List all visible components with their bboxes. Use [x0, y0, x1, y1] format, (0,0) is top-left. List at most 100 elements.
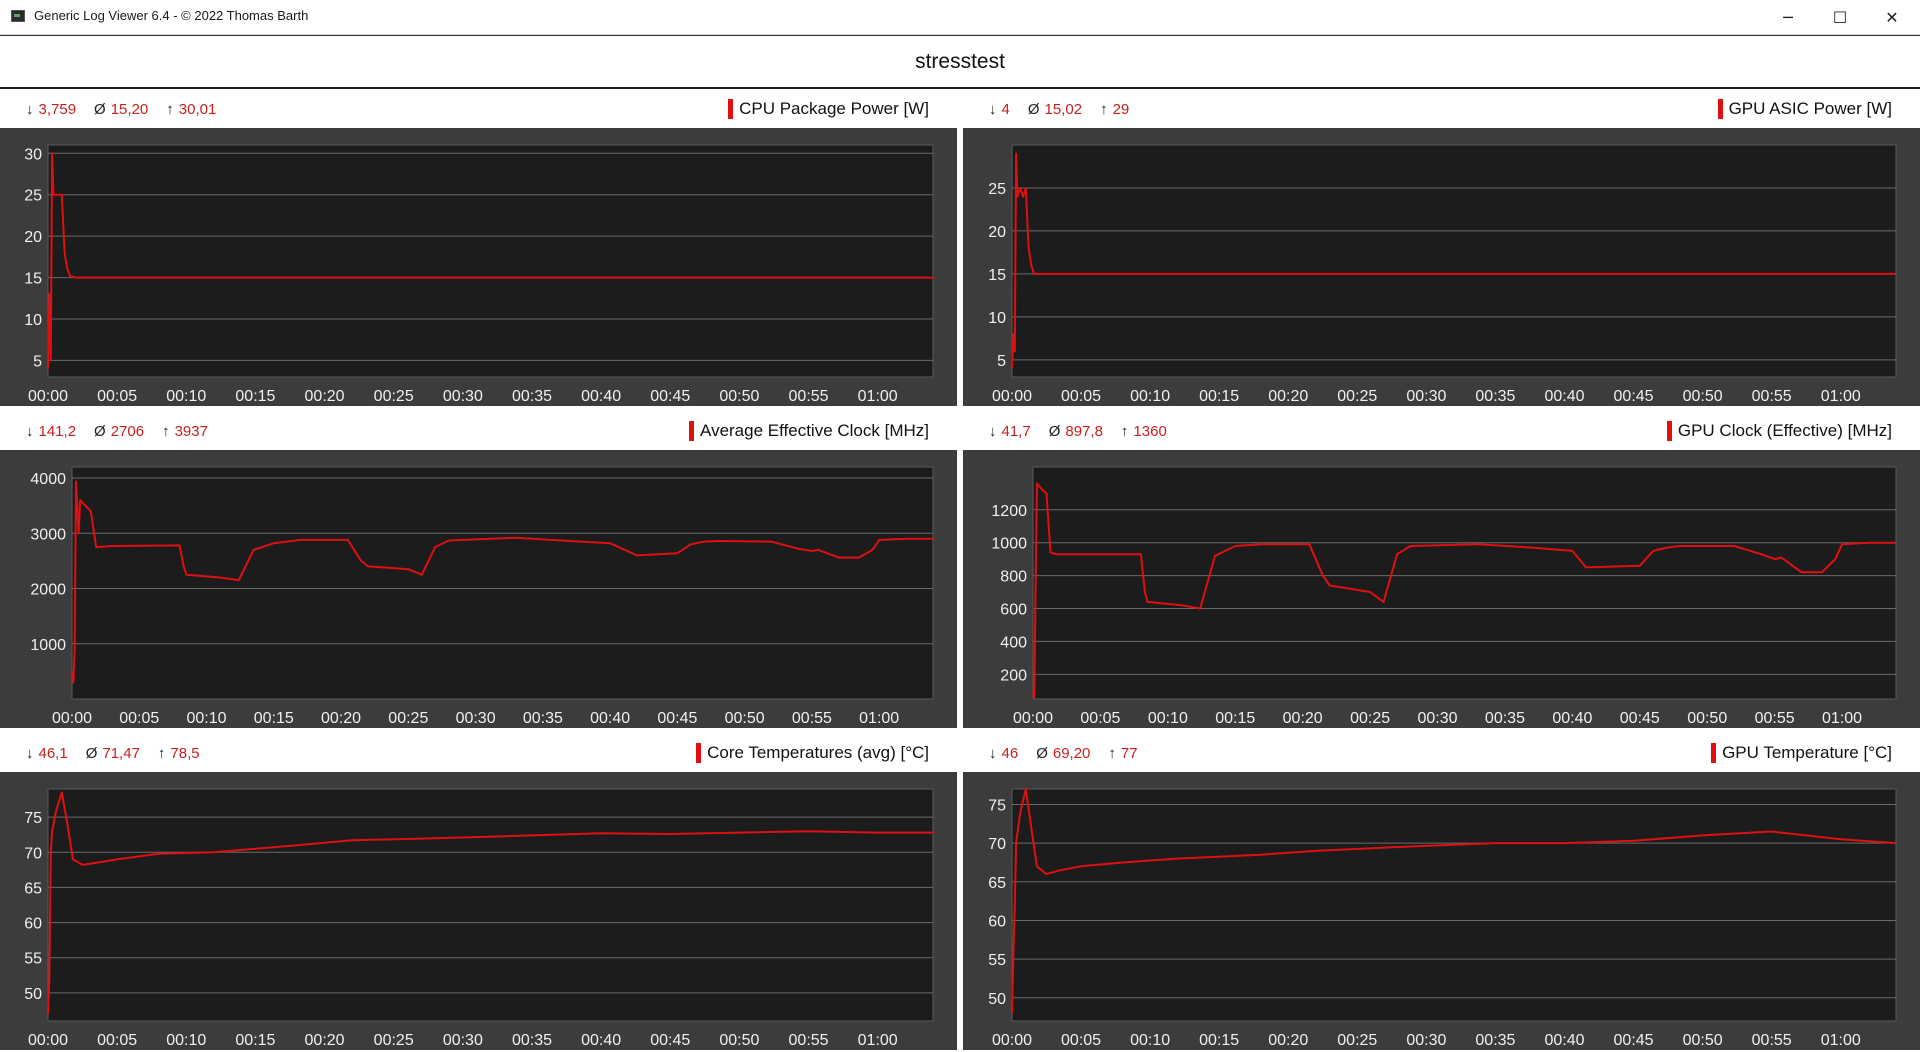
y-tick-label: 55: [988, 952, 1006, 969]
x-tick-label: 00:30: [1406, 1032, 1446, 1049]
stats-summary: ↓ 41,7 Ø 897,8 ↑ 1360: [989, 423, 1185, 440]
stats-summary: ↓ 46,1 Ø 71,47 ↑ 78,5: [26, 745, 218, 762]
avg-stat: Ø 15,20: [94, 101, 148, 118]
avg-stat-value: 2706: [110, 423, 145, 440]
plot-area: [47, 788, 934, 1022]
x-tick-label: 00:30: [443, 388, 483, 405]
x-tick-label: 00:25: [374, 388, 414, 405]
x-tick-label: 00:10: [1130, 388, 1170, 405]
x-tick-label: 00:25: [1337, 388, 1377, 405]
max-stat: ↑ 78,5: [158, 745, 200, 762]
x-tick-label: 00:00: [1013, 710, 1053, 727]
y-tick-label: 70: [24, 845, 42, 862]
x-tick-label: 00:20: [321, 710, 361, 727]
x-tick-label: 00:45: [1620, 710, 1660, 727]
y-tick-label: 5: [997, 353, 1006, 370]
y-tick-label: 65: [24, 880, 42, 897]
avg-stat: Ø 897,8: [1049, 423, 1103, 440]
plot-area: [1011, 788, 1897, 1022]
y-tick-label: 800: [1000, 569, 1027, 586]
y-tick-label: 1200: [991, 503, 1027, 520]
x-tick-label: 01:00: [1822, 710, 1862, 727]
chart-title: Core Temperatures (avg) [°C]: [696, 743, 929, 763]
min-stat: ↓ 4: [989, 101, 1010, 118]
max-stat-symbol: ↑: [166, 101, 174, 118]
y-tick-label: 1000: [30, 637, 66, 654]
x-tick-label: 00:25: [1350, 710, 1390, 727]
avg-stat-value: 15,20: [110, 101, 149, 118]
min-stat-value: 4: [1001, 101, 1010, 118]
line-chart: 5 10 15 20 25 30 00:00 00:05 00:10 00:15 00:20 00:2…: [24, 144, 934, 405]
x-tick-label: 00:50: [719, 388, 759, 405]
close-button[interactable]: ✕: [1885, 7, 1899, 27]
avg-stat: Ø 15,02: [1028, 101, 1082, 118]
y-tick-label: 3000: [30, 526, 66, 543]
min-stat-value: 141,2: [38, 423, 77, 440]
x-tick-label: 00:05: [1080, 710, 1120, 727]
line-chart: 200 400 600 800 1000 1200 00:00 00:05 00:10 00:15…: [991, 466, 1897, 727]
y-tick-label: 5: [33, 353, 42, 370]
y-tick-label: 50: [988, 991, 1006, 1008]
stats-summary: ↓ 141,2 Ø 2706 ↑ 3937: [26, 423, 226, 440]
max-stat: ↑ 1360: [1121, 423, 1167, 440]
x-tick-label: 00:45: [1614, 1032, 1654, 1049]
max-stat-symbol: ↑: [1108, 745, 1116, 762]
line-chart: 50 55 60 65 70 75 00:00 00:05 00:10 00:15 00:20 00:…: [24, 788, 934, 1049]
minimize-button[interactable]: ─: [1783, 7, 1793, 27]
x-tick-label: 00:00: [992, 388, 1032, 405]
max-stat-value: 77: [1120, 745, 1138, 762]
max-stat-value: 78,5: [170, 745, 200, 762]
min-stat-value: 41,7: [1001, 423, 1031, 440]
max-stat-value: 29: [1112, 101, 1130, 118]
min-stat-symbol: ↓: [989, 745, 997, 762]
x-tick-label: 00:30: [1418, 710, 1458, 727]
chart-header: ↓ 46,1 Ø 71,47 ↑ 78,5 Core Temperatures (avg) …: [0, 734, 957, 772]
x-tick-label: 01:00: [1821, 1032, 1861, 1049]
x-tick-label: 00:20: [1268, 1032, 1308, 1049]
x-tick-label: 00:20: [1268, 388, 1308, 405]
y-tick-label: 50: [24, 986, 42, 1003]
stats-summary: ↓ 4 Ø 15,02 ↑ 29: [989, 101, 1147, 118]
x-tick-label: 00:00: [28, 388, 68, 405]
x-tick-label: 00:40: [581, 388, 621, 405]
x-tick-label: 00:50: [725, 710, 765, 727]
y-tick-label: 60: [24, 916, 42, 933]
chart-panel-cpu-package-power: ↓ 3,759 Ø 15,20 ↑ 30,01 CPU Package Power [W] 5…: [0, 90, 957, 406]
chart-header: ↓ 3,759 Ø 15,20 ↑ 30,01 CPU Package Power [W]: [0, 90, 957, 128]
max-stat-symbol: ↑: [1120, 423, 1129, 440]
max-stat: ↑ 3937: [162, 423, 208, 440]
min-stat-symbol: ↓: [26, 101, 34, 118]
chart-panel-gpu-temperature: ↓ 46 Ø 69,20 ↑ 77 GPU Temperature [°C] 50 55 60 65…: [963, 734, 1920, 1050]
x-tick-label: 00:50: [1683, 1032, 1723, 1049]
avg-stat-symbol: Ø: [1036, 745, 1048, 762]
min-stat: ↓ 46,1: [26, 745, 68, 762]
max-stat-value: 30,01: [178, 101, 217, 118]
avg-stat-symbol: Ø: [1048, 423, 1061, 440]
y-tick-label: 75: [988, 797, 1006, 814]
x-tick-label: 00:40: [590, 710, 630, 727]
page-title: stresstest: [0, 35, 1920, 89]
maximize-button[interactable]: ☐: [1832, 7, 1848, 27]
plot-area: [1032, 466, 1897, 700]
x-tick-label: 00:05: [119, 710, 159, 727]
x-tick-label: 00:55: [792, 710, 832, 727]
avg-stat-value: 69,20: [1052, 745, 1091, 762]
x-tick-label: 00:05: [97, 388, 137, 405]
x-tick-label: 01:00: [858, 388, 898, 405]
avg-stat: Ø 69,20: [1036, 745, 1090, 762]
y-tick-label: 4000: [30, 471, 66, 488]
plot-area: [1011, 144, 1897, 378]
x-tick-label: 00:50: [1687, 710, 1727, 727]
series-line: [47, 791, 933, 1015]
series-line: [1011, 788, 1897, 1014]
x-tick-label: 00:50: [719, 1032, 759, 1049]
x-tick-label: 00:15: [1215, 710, 1255, 727]
max-stat: ↑ 29: [1100, 101, 1129, 118]
x-tick-label: 00:40: [1544, 388, 1584, 405]
stats-summary: ↓ 3,759 Ø 15,20 ↑ 30,01: [26, 101, 234, 118]
line-chart: 1000 2000 3000 4000 00:00 00:05 00:10 00:15 00:2…: [30, 466, 934, 727]
x-tick-label: 00:55: [789, 1032, 829, 1049]
x-tick-label: 00:15: [1199, 388, 1239, 405]
x-tick-label: 00:20: [1283, 710, 1323, 727]
min-stat: ↓ 141,2: [26, 423, 76, 440]
